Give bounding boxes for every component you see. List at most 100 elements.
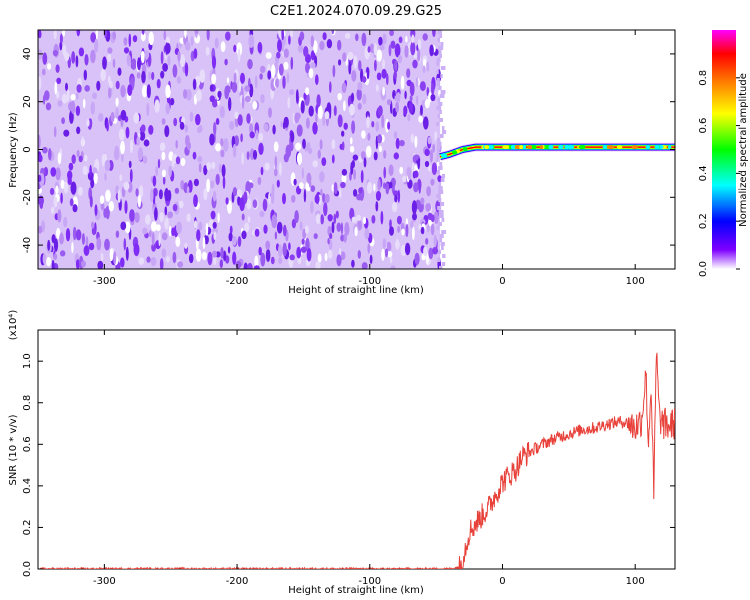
noise-edge: [439, 34, 443, 38]
noise-cell: [104, 172, 107, 182]
noise-cell: [361, 32, 367, 47]
noise-edge: [436, 122, 439, 126]
noise-cell: [420, 197, 425, 205]
noise-cell: [408, 101, 414, 114]
top-y-tick-label: 40: [22, 48, 33, 61]
noise-cell: [260, 65, 266, 74]
noise-cell: [324, 193, 330, 204]
noise-cell: [290, 131, 295, 143]
noise-cell: [395, 238, 400, 250]
noise-cell: [234, 111, 239, 120]
noise-cell: [263, 224, 268, 234]
noise-cell: [161, 232, 168, 241]
noise-cell: [197, 156, 203, 163]
noise-cell: [229, 120, 235, 130]
noise-cell: [412, 226, 415, 241]
bottom-y-exponent-label: (x10⁴): [8, 310, 19, 341]
noise-cell: [373, 43, 378, 56]
noise-cell: [215, 143, 221, 152]
noise-cell: [198, 125, 203, 133]
noise-cell: [159, 212, 164, 223]
noise-cell: [265, 52, 272, 59]
noise-cell: [161, 151, 166, 161]
noise-cell: [211, 73, 217, 85]
noise-cell: [430, 223, 435, 236]
noise-cell: [76, 126, 81, 135]
noise-cell: [212, 190, 217, 202]
noise-cell: [110, 111, 115, 123]
noise-cell: [390, 40, 396, 49]
chart-title: C2E1.2024.070.09.29.G25: [270, 4, 442, 19]
noise-cell: [258, 142, 264, 155]
noise-cell: [291, 218, 296, 229]
noise-cell: [419, 81, 426, 92]
noise-cell: [148, 71, 151, 80]
noise-cell: [320, 188, 323, 196]
noise-cell: [81, 136, 84, 147]
noise-cell: [415, 77, 419, 88]
noise-cell: [167, 55, 171, 66]
noise-cell: [82, 98, 86, 109]
noise-cell: [120, 84, 126, 98]
noise-cell: [220, 138, 224, 147]
noise-cell: [275, 78, 279, 88]
noise-cell: [178, 200, 184, 209]
noise-cell: [268, 192, 271, 205]
noise-cell: [390, 265, 396, 269]
noise-cell: [366, 116, 370, 129]
noise-edge: [438, 46, 444, 50]
noise-cell: [142, 155, 148, 164]
noise-cell: [319, 40, 325, 51]
noise-cell: [321, 157, 327, 167]
noise-cell: [203, 165, 208, 176]
noise-edge: [436, 58, 441, 62]
noise-cell: [210, 180, 215, 189]
noise-cell: [333, 182, 338, 195]
noise-cell: [161, 169, 166, 178]
noise-cell: [231, 81, 238, 93]
noise-cell: [184, 30, 187, 39]
noise-cell: [236, 189, 243, 196]
noise-cell: [283, 224, 287, 237]
noise-cell: [247, 59, 253, 70]
noise-cell: [382, 182, 386, 189]
noise-cell: [328, 239, 333, 250]
bottom-y-tick-label: 0.6: [22, 436, 33, 452]
heatmap-signal-layer: [438, 142, 675, 162]
noise-cell: [357, 250, 361, 259]
noise-cell: [310, 200, 314, 214]
noise-cell: [278, 244, 283, 258]
noise-cell: [51, 206, 55, 214]
noise-cell: [247, 262, 253, 269]
noise-edge: [440, 162, 443, 166]
noise-cell: [221, 164, 226, 178]
noise-cell: [220, 149, 225, 158]
noise-edge: [437, 78, 440, 82]
noise-cell: [437, 175, 442, 183]
noise-cell: [60, 179, 65, 189]
noise-cell: [280, 121, 283, 128]
noise-cell: [248, 182, 254, 189]
noise-cell: [61, 117, 65, 125]
noise-cell: [186, 141, 191, 151]
noise-cell: [212, 227, 218, 234]
noise-cell: [78, 47, 85, 57]
noise-cell: [135, 188, 139, 197]
noise-cell: [154, 207, 158, 221]
noise-cell: [320, 214, 325, 225]
noise-cell: [341, 141, 345, 151]
noise-cell: [358, 187, 363, 194]
noise-edge: [441, 174, 446, 178]
signal-blotch: [668, 145, 672, 150]
noise-cell: [417, 49, 421, 62]
colorbar-gradient: [712, 30, 736, 269]
noise-cell: [315, 261, 321, 269]
noise-cell: [299, 221, 303, 231]
signal-blotch: [539, 145, 544, 150]
noise-cell: [117, 67, 122, 76]
noise-cell: [303, 188, 307, 203]
noise-cell: [322, 113, 326, 127]
noise-cell: [167, 189, 172, 202]
noise-cell: [277, 39, 282, 53]
noise-cell: [306, 248, 312, 262]
